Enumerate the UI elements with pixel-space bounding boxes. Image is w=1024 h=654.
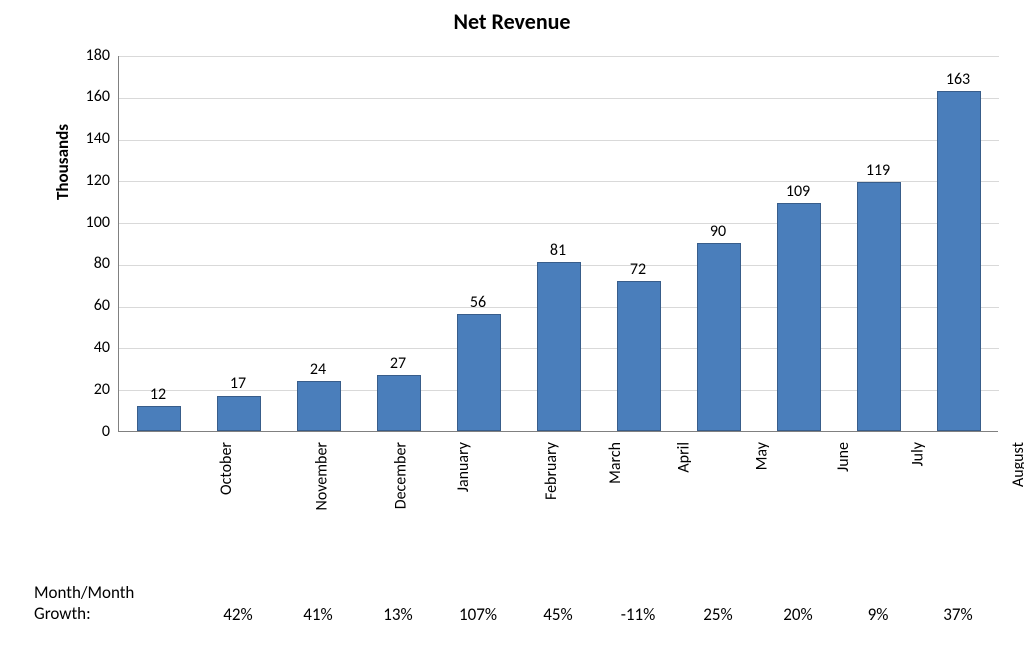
y-tick-label: 0 [70, 422, 110, 441]
bar [297, 381, 341, 431]
bar [217, 396, 261, 432]
growth-label: Month/Month Growth: [34, 582, 134, 625]
bar [537, 262, 581, 431]
net-revenue-chart: Net Revenue Thousands Month/Month Growth… [0, 0, 1024, 654]
y-tick-label: 120 [70, 171, 110, 190]
bar [697, 243, 741, 431]
growth-label-line1: Month/Month [34, 582, 134, 603]
growth-value: 25% [678, 604, 758, 625]
growth-label-line2: Growth: [34, 603, 91, 624]
growth-value: 20% [758, 604, 838, 625]
x-tick-label: February [542, 442, 561, 500]
bar-value-label: 163 [918, 70, 998, 89]
x-tick-label: March [605, 442, 624, 484]
bar-value-label: 119 [838, 161, 918, 180]
bar-value-label: 56 [438, 293, 518, 312]
gridline [119, 140, 999, 141]
bar-value-label: 109 [758, 182, 838, 201]
growth-value: -11% [598, 604, 678, 625]
growth-value: 107% [438, 604, 518, 625]
y-tick-label: 180 [70, 46, 110, 65]
bar [137, 406, 181, 431]
growth-value: 9% [838, 604, 918, 625]
bar [457, 314, 501, 431]
growth-value: 37% [918, 604, 998, 625]
gridline [119, 56, 999, 57]
bar-value-label: 27 [358, 354, 438, 373]
bar-value-label: 24 [278, 360, 358, 379]
x-tick-label: July [908, 442, 927, 466]
y-tick-label: 100 [70, 213, 110, 232]
y-tick-label: 20 [70, 380, 110, 399]
x-tick-label: December [391, 442, 410, 509]
growth-value: 41% [278, 604, 358, 625]
x-tick-label: May [752, 442, 771, 470]
y-tick-label: 40 [70, 338, 110, 357]
x-tick-label: August [1009, 442, 1024, 487]
bar-value-label: 90 [678, 222, 758, 241]
x-tick-label: November [312, 442, 331, 510]
bar-value-label: 81 [518, 241, 598, 260]
x-tick-label: October [217, 442, 236, 495]
growth-value: 42% [198, 604, 278, 625]
y-tick-label: 60 [70, 296, 110, 315]
gridline [119, 98, 999, 99]
bar [777, 203, 821, 431]
bar [937, 91, 981, 431]
y-tick-label: 80 [70, 254, 110, 273]
x-tick-label: January [454, 442, 473, 492]
growth-value: 13% [358, 604, 438, 625]
bar-value-label: 72 [598, 260, 678, 279]
y-tick-label: 140 [70, 129, 110, 148]
y-tick-label: 160 [70, 87, 110, 106]
chart-title: Net Revenue [0, 8, 1024, 35]
bar [857, 182, 901, 431]
bar [377, 375, 421, 431]
bar-value-label: 12 [118, 385, 198, 404]
bar-value-label: 17 [198, 374, 278, 393]
x-tick-label: June [833, 442, 852, 472]
growth-value: 45% [518, 604, 598, 625]
bar [617, 281, 661, 431]
x-tick-label: April [674, 442, 693, 473]
